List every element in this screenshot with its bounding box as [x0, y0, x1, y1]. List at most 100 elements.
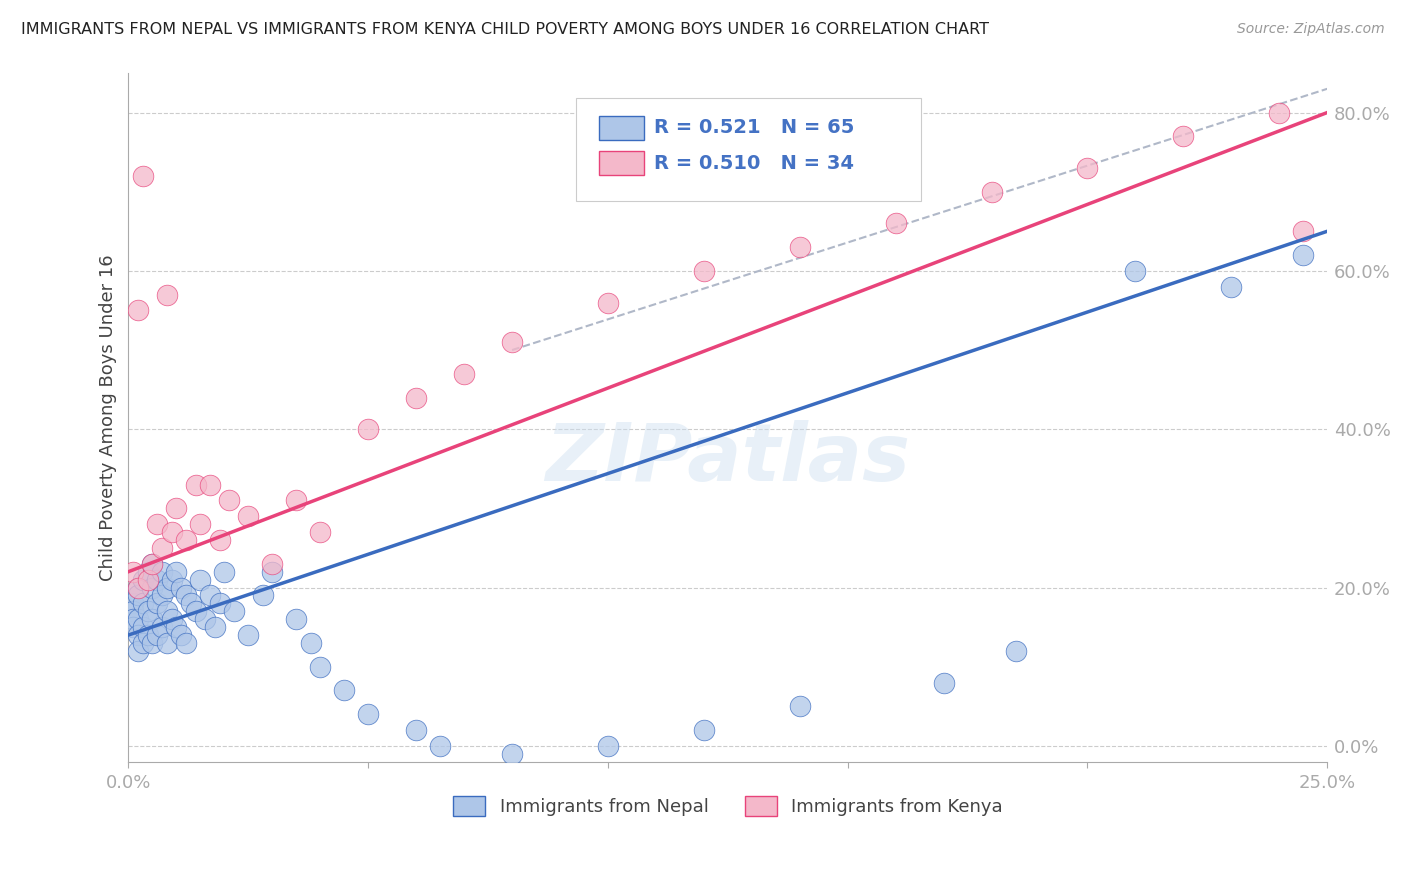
Point [1268, 105, 1291, 120]
Point [136, 565, 159, 579]
Point [170, 581, 193, 595]
Point [127, 303, 149, 318]
Point [174, 589, 197, 603]
Point [1292, 248, 1315, 262]
Point [214, 565, 236, 579]
Point [357, 422, 380, 436]
Point [405, 391, 427, 405]
Point [789, 699, 811, 714]
Point [174, 636, 197, 650]
Point [252, 589, 274, 603]
Point [1292, 224, 1315, 238]
Point [127, 612, 149, 626]
Y-axis label: Child Poverty Among Boys Under 16: Child Poverty Among Boys Under 16 [100, 254, 117, 581]
Point [122, 612, 145, 626]
Point [150, 620, 173, 634]
Point [1004, 644, 1026, 658]
Point [789, 240, 811, 254]
Point [501, 335, 523, 350]
Point [127, 628, 149, 642]
Point [150, 565, 173, 579]
Point [122, 604, 145, 618]
Point [198, 589, 221, 603]
Point [146, 596, 169, 610]
Point [132, 573, 155, 587]
Point [165, 620, 187, 634]
Point [238, 509, 260, 524]
Point [1173, 129, 1195, 144]
Point [596, 295, 619, 310]
Point [156, 636, 179, 650]
Point [596, 739, 619, 753]
Text: IMMIGRANTS FROM NEPAL VS IMMIGRANTS FROM KENYA CHILD POVERTY AMONG BOYS UNDER 16: IMMIGRANTS FROM NEPAL VS IMMIGRANTS FROM… [21, 22, 988, 37]
Point [132, 169, 155, 183]
Point [204, 620, 226, 634]
Point [165, 565, 187, 579]
Point [150, 589, 173, 603]
Point [285, 493, 308, 508]
Point [141, 581, 163, 595]
Point [405, 723, 427, 737]
Point [122, 596, 145, 610]
Point [141, 636, 163, 650]
Point [222, 604, 245, 618]
Point [122, 620, 145, 634]
Point [127, 581, 149, 595]
Point [429, 739, 451, 753]
Point [932, 675, 955, 690]
Point [146, 628, 169, 642]
Point [309, 659, 332, 673]
Point [1076, 161, 1098, 175]
Point [136, 573, 159, 587]
Point [884, 216, 907, 230]
Point [357, 707, 380, 722]
Point [1220, 279, 1243, 293]
Point [156, 581, 179, 595]
Point [160, 573, 183, 587]
Text: R = 0.521   N = 65: R = 0.521 N = 65 [654, 118, 855, 137]
Point [501, 747, 523, 761]
Point [174, 533, 197, 547]
Point [146, 573, 169, 587]
Point [285, 612, 308, 626]
Point [190, 517, 212, 532]
Point [980, 185, 1002, 199]
Point [141, 557, 163, 571]
Point [122, 565, 145, 579]
Point [156, 287, 179, 301]
Point [165, 501, 187, 516]
Point [194, 612, 217, 626]
Point [136, 604, 159, 618]
Point [180, 596, 202, 610]
Point [309, 525, 332, 540]
Point [693, 723, 716, 737]
Point [262, 557, 284, 571]
Point [262, 565, 284, 579]
Point [150, 541, 173, 555]
Point [218, 493, 240, 508]
Point [208, 533, 231, 547]
Point [132, 636, 155, 650]
Legend: Immigrants from Nepal, Immigrants from Kenya: Immigrants from Nepal, Immigrants from K… [446, 789, 1011, 823]
Point [160, 525, 183, 540]
Text: ZIPatlas: ZIPatlas [546, 419, 910, 498]
Text: Source: ZipAtlas.com: Source: ZipAtlas.com [1237, 22, 1385, 37]
Point [190, 573, 212, 587]
Point [453, 367, 475, 381]
Point [141, 557, 163, 571]
Point [160, 612, 183, 626]
Point [198, 477, 221, 491]
Point [132, 620, 155, 634]
Point [170, 628, 193, 642]
Point [146, 517, 169, 532]
Point [127, 581, 149, 595]
Point [127, 589, 149, 603]
Point [1125, 264, 1147, 278]
Point [184, 604, 207, 618]
Point [132, 596, 155, 610]
Point [299, 636, 322, 650]
Point [127, 644, 149, 658]
Point [136, 628, 159, 642]
Point [693, 264, 716, 278]
Point [238, 628, 260, 642]
